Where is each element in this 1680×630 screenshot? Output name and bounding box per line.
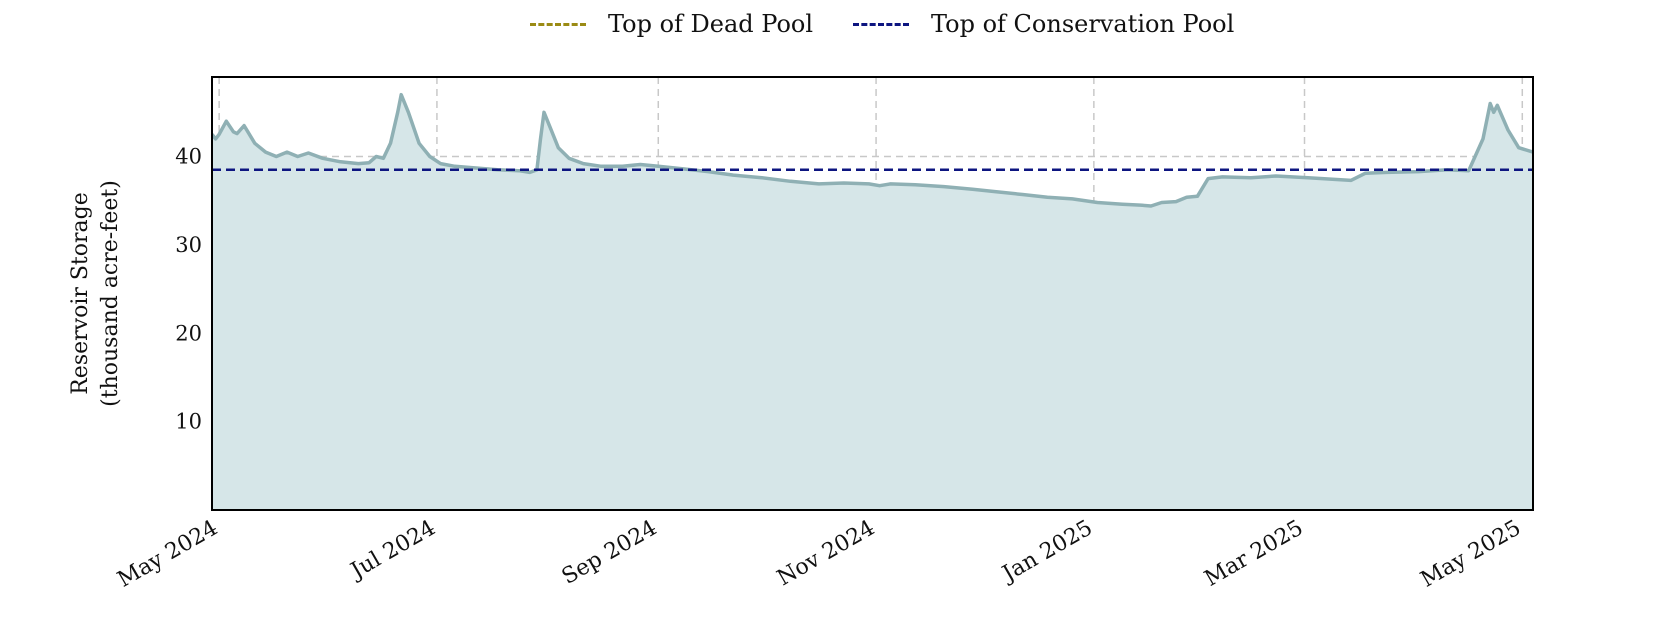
legend-label-dead-pool: Top of Dead Pool — [608, 10, 814, 38]
x-tick-label: Mar 2025 — [1200, 516, 1307, 592]
y-tick-label: 30 — [175, 233, 202, 257]
legend-label-conservation-pool: Top of Conservation Pool — [931, 10, 1235, 38]
x-tick-label: Nov 2024 — [773, 516, 879, 592]
x-tick-label: Jul 2024 — [345, 516, 440, 585]
x-tick-labels: May 2024 Jul 2024 Sep 2024 Nov 2024 Jan 2025… — [113, 516, 1525, 593]
y-axis-title-line1: Reservoir Storage — [68, 192, 93, 395]
y-tick-labels: 10 20 30 40 — [175, 145, 202, 434]
x-tick-label: Jan 2025 — [997, 516, 1097, 588]
plot-frame — [211, 76, 1534, 511]
x-tick-label: May 2024 — [113, 516, 222, 593]
storage-area-fill — [212, 94, 1533, 510]
legend-swatch-dead-pool — [530, 22, 586, 26]
y-tick-label: 40 — [175, 145, 202, 169]
chart-legend: Top of Dead Pool Top of Conservation Poo… — [0, 8, 1680, 40]
y-tick-label: 10 — [175, 410, 202, 434]
legend-swatch-conservation-pool — [853, 22, 909, 26]
legend-item-dead-pool: Top of Dead Pool — [530, 8, 813, 40]
x-tick-label: May 2025 — [1417, 516, 1526, 593]
y-axis-title-line2: (thousand acre-feet) — [98, 180, 123, 407]
legend-item-conservation-pool: Top of Conservation Pool — [853, 8, 1234, 40]
y-tick-label: 20 — [175, 321, 202, 345]
x-tick-label: Sep 2024 — [558, 516, 662, 590]
